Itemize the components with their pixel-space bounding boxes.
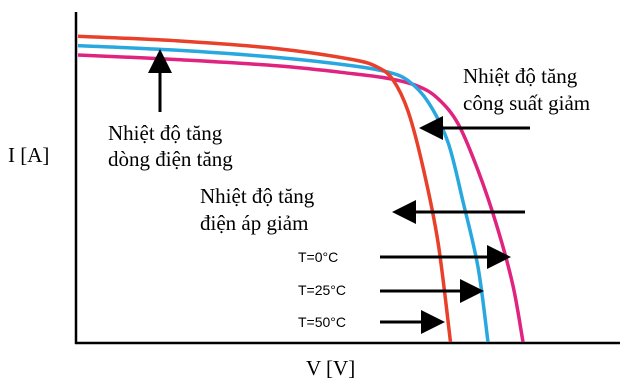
annotation-power-line1: Nhiệt độ tăng <box>463 64 578 88</box>
series-lines <box>77 34 525 343</box>
y-axis-label: I [A] <box>8 143 49 167</box>
annotation-current-line2: dòng điện tăng <box>108 147 233 171</box>
temp-label-25: T=25°C <box>298 282 346 298</box>
temp-label-0: T=0°C <box>298 249 338 265</box>
annotation-voltage-line1: Nhiệt độ tăng <box>200 184 315 208</box>
temp-label-50: T=50°C <box>298 314 346 330</box>
series-line-0 <box>77 53 525 343</box>
x-axis-label: V [V] <box>306 356 355 380</box>
annotation-power-line2: công suất giảm <box>463 91 590 115</box>
series-line-1 <box>77 43 490 343</box>
series-line-2 <box>77 34 453 343</box>
annotation-voltage-line2: điện áp giảm <box>200 211 308 235</box>
annotation-current-line1: Nhiệt độ tăng <box>108 121 223 145</box>
